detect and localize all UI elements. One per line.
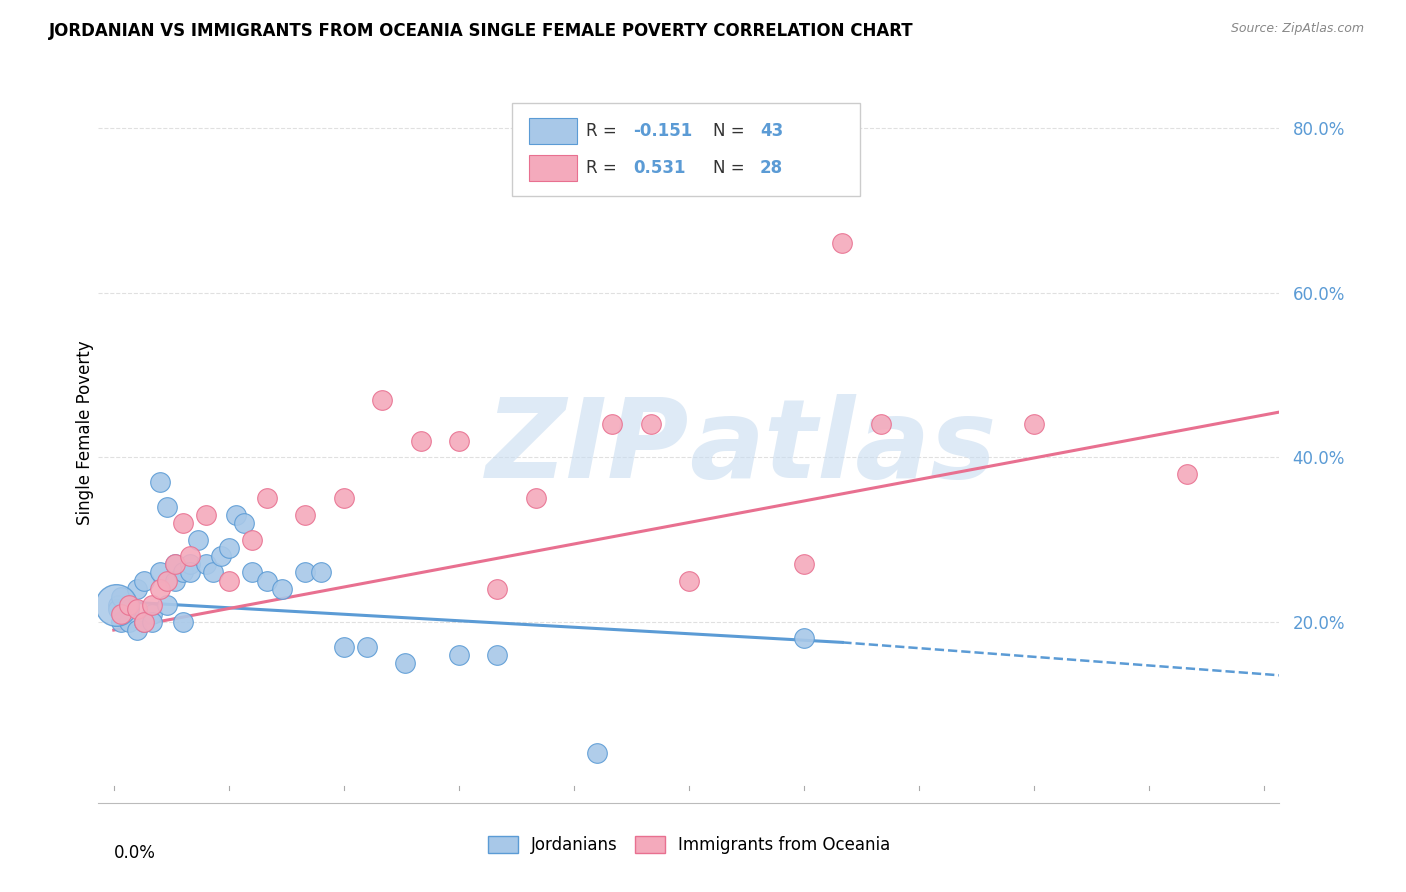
Point — [194, 508, 217, 522]
Point — [356, 640, 378, 654]
Point — [156, 574, 179, 588]
Point — [218, 574, 240, 588]
Point — [141, 599, 163, 613]
Point — [394, 656, 416, 670]
Point — [486, 648, 509, 662]
Text: 0.0%: 0.0% — [114, 844, 156, 862]
Text: N =: N = — [713, 159, 749, 177]
Text: atlas: atlas — [689, 394, 997, 501]
Point — [869, 417, 891, 432]
Point — [134, 615, 156, 629]
Point — [371, 392, 394, 407]
Text: JORDANIAN VS IMMIGRANTS FROM OCEANIA SINGLE FEMALE POVERTY CORRELATION CHART: JORDANIAN VS IMMIGRANTS FROM OCEANIA SIN… — [49, 22, 914, 40]
Point — [149, 475, 172, 489]
Point — [294, 508, 316, 522]
Text: N =: N = — [713, 121, 749, 139]
Point — [586, 747, 609, 761]
Point — [447, 434, 470, 448]
Point — [333, 491, 356, 506]
Point — [793, 632, 815, 646]
Point — [333, 640, 356, 654]
Point — [640, 417, 662, 432]
Point — [187, 533, 209, 547]
Point — [110, 607, 132, 621]
Point — [141, 615, 163, 629]
Point — [524, 491, 547, 506]
Point — [125, 602, 148, 616]
Point — [294, 566, 316, 580]
Point — [309, 566, 332, 580]
Point — [110, 615, 132, 629]
Point — [110, 607, 132, 621]
Point — [149, 566, 172, 580]
Point — [118, 599, 141, 613]
Text: 0.531: 0.531 — [634, 159, 686, 177]
FancyBboxPatch shape — [512, 103, 860, 195]
Y-axis label: Single Female Poverty: Single Female Poverty — [76, 341, 94, 524]
Point — [486, 582, 509, 596]
Point — [209, 549, 232, 563]
FancyBboxPatch shape — [530, 155, 576, 181]
Point — [118, 599, 141, 613]
Point — [179, 549, 201, 563]
Text: Source: ZipAtlas.com: Source: ZipAtlas.com — [1230, 22, 1364, 36]
Point — [179, 566, 201, 580]
Point — [107, 602, 129, 616]
Legend: Jordanians, Immigrants from Oceania: Jordanians, Immigrants from Oceania — [481, 830, 897, 861]
Point — [600, 417, 623, 432]
Point — [156, 599, 179, 613]
Point — [1022, 417, 1045, 432]
Point — [447, 648, 470, 662]
Point — [165, 558, 187, 572]
Point — [172, 516, 194, 530]
Point — [678, 574, 700, 588]
Text: R =: R = — [586, 121, 623, 139]
Point — [107, 599, 129, 613]
Point — [218, 541, 240, 555]
Point — [165, 558, 187, 572]
Point — [179, 558, 201, 572]
Point — [194, 558, 217, 572]
Point — [240, 533, 263, 547]
Point — [172, 615, 194, 629]
Point — [271, 582, 294, 596]
Text: ZIP: ZIP — [485, 394, 689, 501]
Point — [225, 508, 247, 522]
Text: R =: R = — [586, 159, 623, 177]
Text: -0.151: -0.151 — [634, 121, 693, 139]
Point — [233, 516, 256, 530]
Text: 28: 28 — [759, 159, 783, 177]
Point — [256, 574, 278, 588]
Point — [156, 500, 179, 514]
Point — [125, 582, 148, 596]
Text: 43: 43 — [759, 121, 783, 139]
Point — [165, 574, 187, 588]
FancyBboxPatch shape — [530, 118, 576, 144]
Point — [831, 236, 853, 251]
Point — [105, 599, 128, 613]
Point — [240, 566, 263, 580]
Point — [141, 607, 163, 621]
Point — [202, 566, 225, 580]
Point — [118, 602, 141, 616]
Point — [409, 434, 432, 448]
Point — [110, 590, 132, 604]
Point — [1177, 467, 1199, 481]
Point — [125, 623, 148, 637]
Point — [134, 615, 156, 629]
Point — [793, 558, 815, 572]
Point — [134, 574, 156, 588]
Point — [118, 615, 141, 629]
Point — [149, 582, 172, 596]
Point — [256, 491, 278, 506]
Point — [172, 566, 194, 580]
